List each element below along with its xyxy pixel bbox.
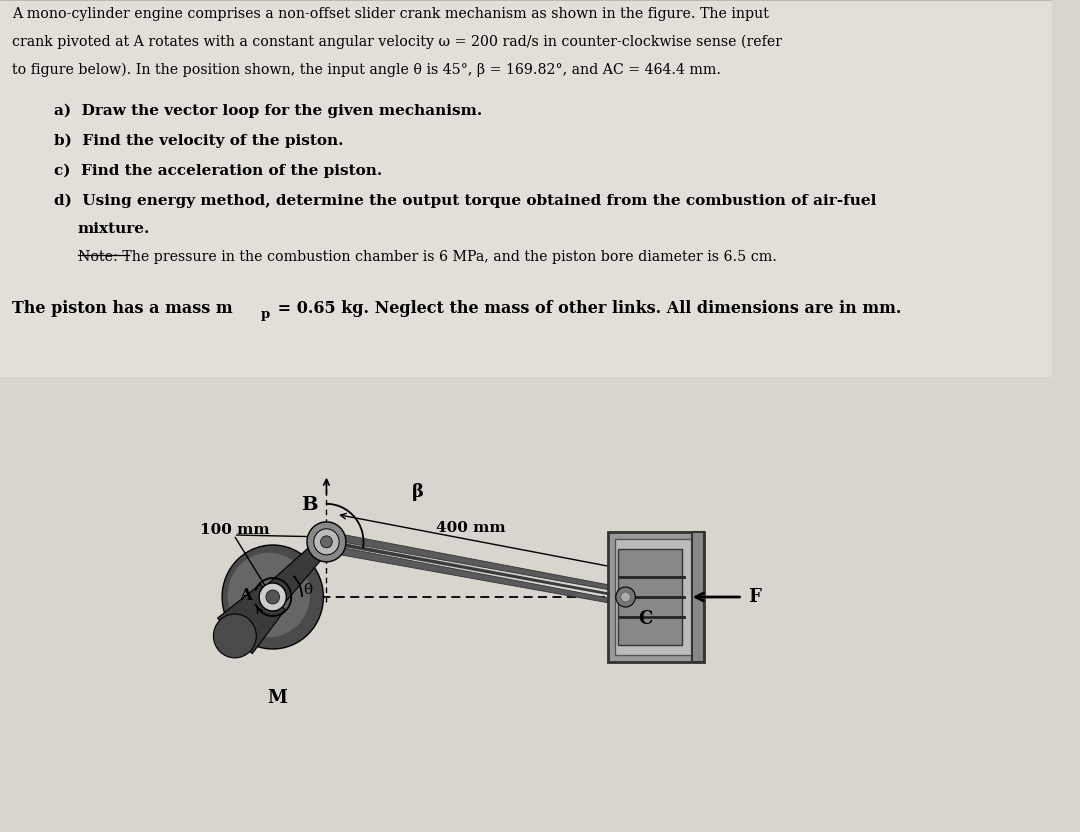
FancyBboxPatch shape xyxy=(618,549,683,645)
Text: to figure below). In the position shown, the input angle θ is 45°, β = 169.82°, : to figure below). In the position shown,… xyxy=(12,63,720,77)
Text: 400 mm: 400 mm xyxy=(436,521,505,535)
Text: F: F xyxy=(748,588,761,606)
Circle shape xyxy=(616,587,635,607)
Polygon shape xyxy=(217,584,285,654)
Text: B: B xyxy=(300,496,318,514)
Text: β: β xyxy=(411,483,423,501)
Text: A: A xyxy=(239,587,252,603)
FancyBboxPatch shape xyxy=(0,0,1052,377)
Text: θ: θ xyxy=(303,583,312,597)
Polygon shape xyxy=(326,540,625,598)
Text: c)  Find the acceleration of the piston.: c) Find the acceleration of the piston. xyxy=(54,164,382,178)
Text: crank pivoted at A rotates with a constant angular velocity ω = 200 rad/s in cou: crank pivoted at A rotates with a consta… xyxy=(12,35,782,49)
Polygon shape xyxy=(327,532,627,593)
Circle shape xyxy=(621,592,631,602)
Circle shape xyxy=(321,536,333,547)
Circle shape xyxy=(228,553,309,636)
Text: p: p xyxy=(261,308,270,321)
Circle shape xyxy=(259,583,286,611)
Text: mixture.: mixture. xyxy=(78,222,150,236)
Circle shape xyxy=(307,522,346,562)
Circle shape xyxy=(222,545,323,649)
Text: a)  Draw the vector loop for the given mechanism.: a) Draw the vector loop for the given me… xyxy=(54,104,482,118)
Text: b)  Find the velocity of the piston.: b) Find the velocity of the piston. xyxy=(54,134,343,148)
Text: M: M xyxy=(268,689,287,707)
FancyBboxPatch shape xyxy=(615,539,697,655)
Text: C: C xyxy=(638,610,652,628)
Polygon shape xyxy=(325,544,625,606)
Text: = 0.65 kg. Neglect the mass of other links. All dimensions are in mm.: = 0.65 kg. Neglect the mass of other lin… xyxy=(272,300,901,317)
Text: d)  Using energy method, determine the output torque obtained from the combustio: d) Using energy method, determine the ou… xyxy=(54,194,876,208)
FancyBboxPatch shape xyxy=(692,532,703,662)
Text: The piston has a mass m: The piston has a mass m xyxy=(12,300,232,317)
Text: Note: The pressure in the combustion chamber is 6 MPa, and the piston bore diame: Note: The pressure in the combustion cha… xyxy=(78,250,777,264)
Circle shape xyxy=(266,590,280,604)
Circle shape xyxy=(214,614,256,658)
FancyBboxPatch shape xyxy=(608,532,703,662)
Circle shape xyxy=(314,529,339,555)
Polygon shape xyxy=(264,537,332,607)
Text: A mono-cylinder engine comprises a non-offset slider crank mechanism as shown in: A mono-cylinder engine comprises a non-o… xyxy=(12,7,769,21)
Text: 100 mm: 100 mm xyxy=(200,523,269,537)
